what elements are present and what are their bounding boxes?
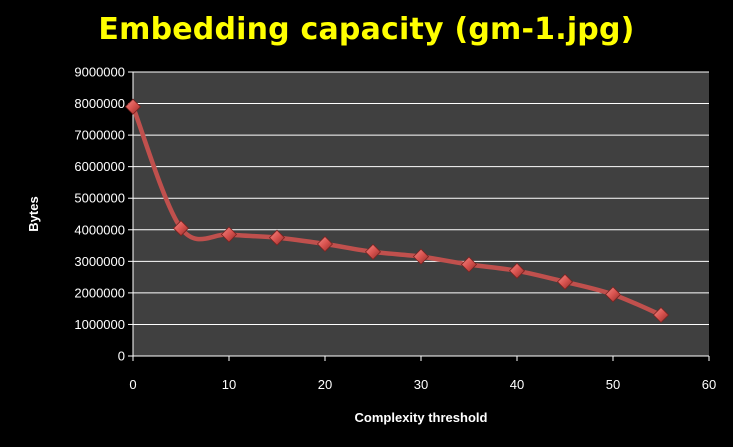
data-point-marker [124, 98, 142, 115]
y-tick-label: 5000000 [74, 191, 125, 206]
data-point-marker [412, 248, 430, 265]
y-tick-label: 8000000 [74, 96, 125, 111]
y-axis-label: Bytes [26, 196, 41, 231]
x-tick-label: 40 [510, 377, 524, 392]
y-tick-label: 3000000 [74, 254, 125, 269]
data-point-marker [556, 273, 574, 290]
x-tick-label: 30 [414, 377, 428, 392]
y-tick-label: 7000000 [74, 128, 125, 143]
data-point-marker [364, 243, 382, 260]
y-tick-label: 2000000 [74, 285, 125, 300]
data-point-marker [652, 306, 670, 324]
data-point-marker [268, 229, 286, 246]
axes [128, 71, 710, 361]
data-point-marker [460, 256, 478, 273]
data-point-marker [220, 226, 238, 243]
x-tick-label: 0 [129, 377, 136, 392]
data-point-marker [172, 220, 190, 237]
x-tick-label: 20 [318, 377, 332, 392]
data-point-marker [604, 286, 622, 303]
x-tick-label: 60 [702, 377, 716, 392]
x-tick-label: 50 [606, 377, 620, 392]
data-point-marker [316, 235, 334, 253]
x-tick-label: 10 [222, 377, 236, 392]
chart-title: Embedding capacity (gm-1.jpg) [98, 12, 635, 47]
y-tick-label: 9000000 [74, 65, 125, 80]
y-tick-label: 1000000 [74, 317, 125, 332]
y-tick-label: 6000000 [74, 159, 125, 174]
tick-labels: 0 1000000 2000000 3000000 4000000 5000000 6000… [74, 65, 716, 393]
x-axis-label: Complexity threshold [355, 410, 488, 425]
data-markers [124, 98, 670, 324]
y-tick-label: 4000000 [74, 222, 125, 237]
plot-area [133, 72, 709, 356]
data-point-marker [508, 262, 526, 279]
y-tick-label: 0 [118, 349, 125, 364]
